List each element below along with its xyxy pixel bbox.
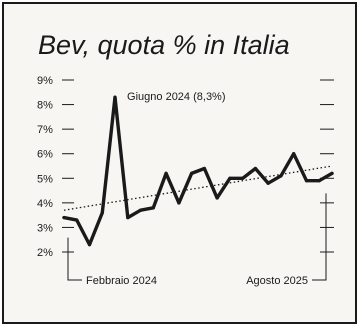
y-tick-label: 4% (37, 198, 53, 210)
annotations: Giugno 2024 (8,3%) Febbraio 2024 Agosto 20… (67, 91, 327, 287)
trend-line (63, 165, 333, 211)
annotation-end: Agosto 2025 (246, 275, 308, 287)
y-tick-label: 9% (37, 75, 53, 87)
series-line (62, 95, 334, 247)
data-point (190, 171, 194, 175)
data-point (253, 166, 258, 171)
y-tick-label: 2% (37, 247, 53, 259)
data-point (292, 152, 296, 156)
y-tick-label: 5% (37, 173, 53, 185)
y-tick-label: 8% (37, 100, 53, 112)
data-point (266, 181, 270, 185)
data-point (87, 243, 92, 247)
data-point (215, 196, 219, 200)
chart: Bev, quota % in Italia 2%3%4%5%6%7%8%9% … (37, 30, 334, 287)
chart-frame: Bev, quota % in Italia 2% 3% 4% 5% 6% 7% 8% 9% … (2, 2, 357, 324)
annotation-peak: Giugno 2024 (8,3%) (127, 91, 225, 103)
y-tick-label: 3% (37, 222, 53, 234)
data-point (304, 179, 309, 183)
data-point (100, 211, 104, 215)
data-point (138, 208, 143, 212)
y-tick-label: 7% (37, 124, 53, 136)
bracket-start (67, 237, 82, 281)
data-point (202, 166, 206, 171)
data-point (177, 201, 181, 205)
data-point (330, 171, 334, 175)
bracket-end (312, 193, 327, 281)
data-point (279, 174, 283, 178)
annotation-start: Febbraio 2024 (86, 275, 157, 287)
chart-title: Bev, quota % in Italia (38, 30, 290, 60)
data-point (113, 95, 117, 99)
data-point (241, 176, 245, 180)
y-tick-label: 6% (37, 149, 53, 161)
plot-area (62, 95, 334, 247)
data-point (317, 179, 321, 183)
data-point (228, 176, 232, 180)
data-point (164, 171, 168, 175)
data-point (62, 216, 66, 220)
data-point (126, 216, 130, 220)
data-point (151, 206, 155, 210)
data-point (75, 218, 79, 222)
